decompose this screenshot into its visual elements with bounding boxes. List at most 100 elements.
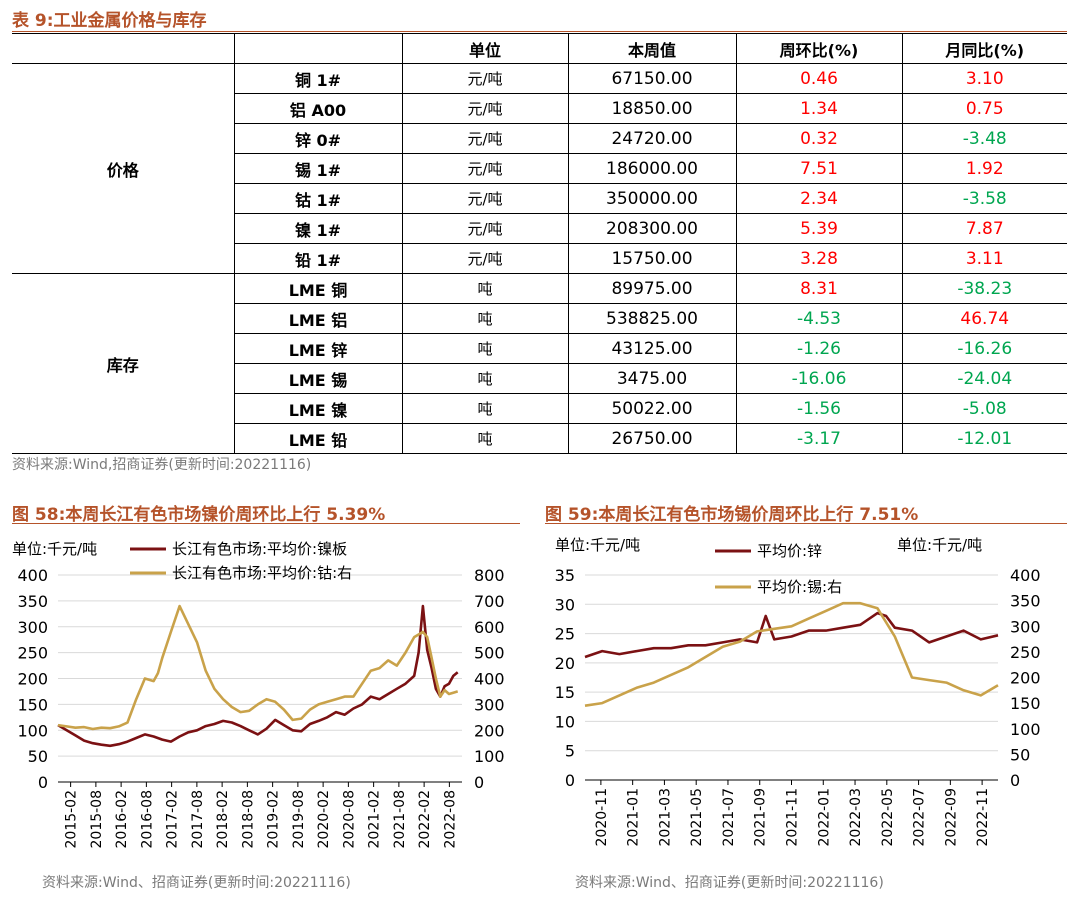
mom-cell: 3.10 <box>902 63 1067 94</box>
metal-price-inventory-table: 单位 本周值 周环比(%) 月同比(%) 价格铜 1# 元/吨 67150.00 0.46 3.… <box>12 33 1067 454</box>
x-tick-label: 2021-11 <box>785 788 801 847</box>
series-line-0 <box>57 604 459 748</box>
value-cell: 538825.00 <box>568 303 737 334</box>
group-label: 库存 <box>12 273 235 454</box>
value-cell: 89975.00 <box>568 273 737 304</box>
y-right-tick-label: 500 <box>474 644 505 663</box>
x-tick-label: 2018-02 <box>215 790 231 849</box>
value-cell: 67150.00 <box>568 63 737 94</box>
y-right-tick-label: 400 <box>474 670 505 689</box>
y-right-tick-label: 300 <box>1010 617 1041 636</box>
table-row: 价格铜 1# 元/吨 67150.00 0.46 3.10 <box>12 63 1067 274</box>
mom-cell: -38.23 <box>902 273 1067 304</box>
x-tick-label: 2021-05 <box>689 788 705 847</box>
mom-cell: 7.87 <box>902 213 1067 244</box>
mom-cell: -3.58 <box>902 183 1067 214</box>
chart59-source: 资料来源:Wind、招商证券(更新时间:20221116) <box>575 875 884 891</box>
wow-cell: -1.26 <box>736 333 903 364</box>
unit-cell: 吨 <box>402 273 569 304</box>
value-cell: 208300.00 <box>568 213 737 244</box>
value-cell: 50022.00 <box>568 393 737 424</box>
x-tick-label: 2018-08 <box>240 790 256 849</box>
metal-name: LME 锌 <box>234 333 403 364</box>
table-row: LME 锌吨 43125.00 -1.26 -16.26 <box>12 333 1067 364</box>
table-row: 铝 A00 元/吨 18850.00 1.34 0.75 <box>12 93 1067 124</box>
y-left-tick-label: 250 <box>17 644 48 663</box>
y-right-tick-label: 300 <box>474 695 505 714</box>
unit-cell: 元/吨 <box>402 243 569 274</box>
unit-label-left: 单位:千元/吨 <box>555 536 640 554</box>
series-line-1 <box>584 601 999 707</box>
wow-cell: 8.31 <box>736 273 903 304</box>
x-tick-label: 2022-02 <box>417 790 433 849</box>
y-left-tick-label: 0 <box>565 771 575 790</box>
y-left-tick-label: 150 <box>17 695 48 714</box>
mom-cell: 3.11 <box>902 243 1067 274</box>
unit-cell: 吨 <box>402 393 569 424</box>
y-right-tick-label: 600 <box>474 618 505 637</box>
wow-cell: 0.46 <box>736 63 903 94</box>
table-row: 钴 1# 元/吨 350000.00 2.34 -3.58 <box>12 183 1067 214</box>
y-left-tick-label: 0 <box>38 773 48 792</box>
y-left-tick-label: 35 <box>555 566 575 585</box>
legend-label-1: 平均价:锡:右 <box>757 578 842 596</box>
x-tick-label: 2022-01 <box>816 788 832 847</box>
unit-cell: 吨 <box>402 303 569 334</box>
y-right-tick-label: 700 <box>474 592 505 611</box>
y-left-tick-label: 5 <box>565 742 575 761</box>
unit-cell: 吨 <box>402 333 569 364</box>
chart58-title-rule <box>12 523 520 524</box>
chart59-title: 图 59:本周长江有色市场锡价周环比上行 7.51% <box>545 505 919 525</box>
header-cell: 单位 <box>402 33 569 64</box>
legend-label-0: 平均价:锌 <box>757 542 822 560</box>
y-left-tick-label: 25 <box>555 625 575 644</box>
y-left-tick-label: 300 <box>17 618 48 637</box>
table-row: 铅 1# 元/吨 15750.00 3.28 3.11 <box>12 243 1067 274</box>
y-right-tick-label: 0 <box>474 773 484 792</box>
series-line-1 <box>57 604 459 731</box>
wow-cell: -3.17 <box>736 423 903 454</box>
wow-cell: -16.06 <box>736 363 903 394</box>
y-left-tick-label: 20 <box>555 654 575 673</box>
x-tick-label: 2021-09 <box>753 788 769 847</box>
unit-cell: 元/吨 <box>402 63 569 94</box>
header-cell <box>234 33 403 64</box>
y-right-tick-label: 200 <box>1010 669 1041 688</box>
unit-cell: 吨 <box>402 363 569 394</box>
wow-cell: 5.39 <box>736 213 903 244</box>
x-tick-label: 2019-08 <box>291 790 307 849</box>
value-cell: 24720.00 <box>568 123 737 154</box>
metal-name: LME 锡 <box>234 363 403 394</box>
metal-name: LME 镍 <box>234 393 403 424</box>
y-left-tick-label: 15 <box>555 683 575 702</box>
chart58-source: 资料来源:Wind、招商证券(更新时间:20221116) <box>42 875 351 891</box>
unit-cell: 吨 <box>402 423 569 454</box>
table-row: 锡 1# 元/吨 186000.00 7.51 1.92 <box>12 153 1067 184</box>
table-row: 锌 0# 元/吨 24720.00 0.32 -3.48 <box>12 123 1067 154</box>
value-cell: 18850.00 <box>568 93 737 124</box>
x-tick-label: 2022-09 <box>943 788 959 847</box>
legend-label-1: 长江有色市场:平均价:钴:右 <box>172 564 352 582</box>
wow-cell: -4.53 <box>736 303 903 334</box>
x-tick-label: 2020-11 <box>594 788 610 847</box>
y-right-tick-label: 400 <box>1010 566 1041 585</box>
table-row: LME 锡吨 3475.00 -16.06 -24.04 <box>12 363 1067 394</box>
x-tick-label: 2022-07 <box>912 788 928 847</box>
value-cell: 15750.00 <box>568 243 737 274</box>
chart59-title-rule <box>545 523 1067 524</box>
metal-name: 锡 1# <box>234 153 403 184</box>
x-tick-label: 2022-05 <box>880 788 896 847</box>
y-left-tick-label: 100 <box>17 721 48 740</box>
metal-name: LME 铜 <box>234 273 403 304</box>
y-right-tick-label: 350 <box>1010 592 1041 611</box>
header-cell <box>12 33 235 64</box>
wow-cell: 7.51 <box>736 153 903 184</box>
table-row: 镍 1# 元/吨 208300.00 5.39 7.87 <box>12 213 1067 244</box>
metal-name: 钴 1# <box>234 183 403 214</box>
y-left-tick-label: 10 <box>555 712 575 731</box>
metal-name: LME 铝 <box>234 303 403 334</box>
x-tick-label: 2020-02 <box>316 790 332 849</box>
y-right-tick-label: 0 <box>1010 771 1020 790</box>
chart59-svg: 0510152025303505010015020025030035040020… <box>555 536 1041 847</box>
legend-label-0: 长江有色市场:平均价:镍板 <box>172 540 347 558</box>
